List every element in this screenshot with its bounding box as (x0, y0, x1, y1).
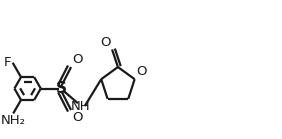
Text: S: S (56, 81, 67, 96)
Text: O: O (136, 65, 147, 78)
Text: O: O (72, 111, 83, 124)
Text: NH₂: NH₂ (1, 115, 26, 127)
Text: NH: NH (71, 100, 91, 113)
Text: F: F (4, 56, 12, 69)
Text: O: O (72, 53, 83, 66)
Text: O: O (101, 35, 111, 49)
